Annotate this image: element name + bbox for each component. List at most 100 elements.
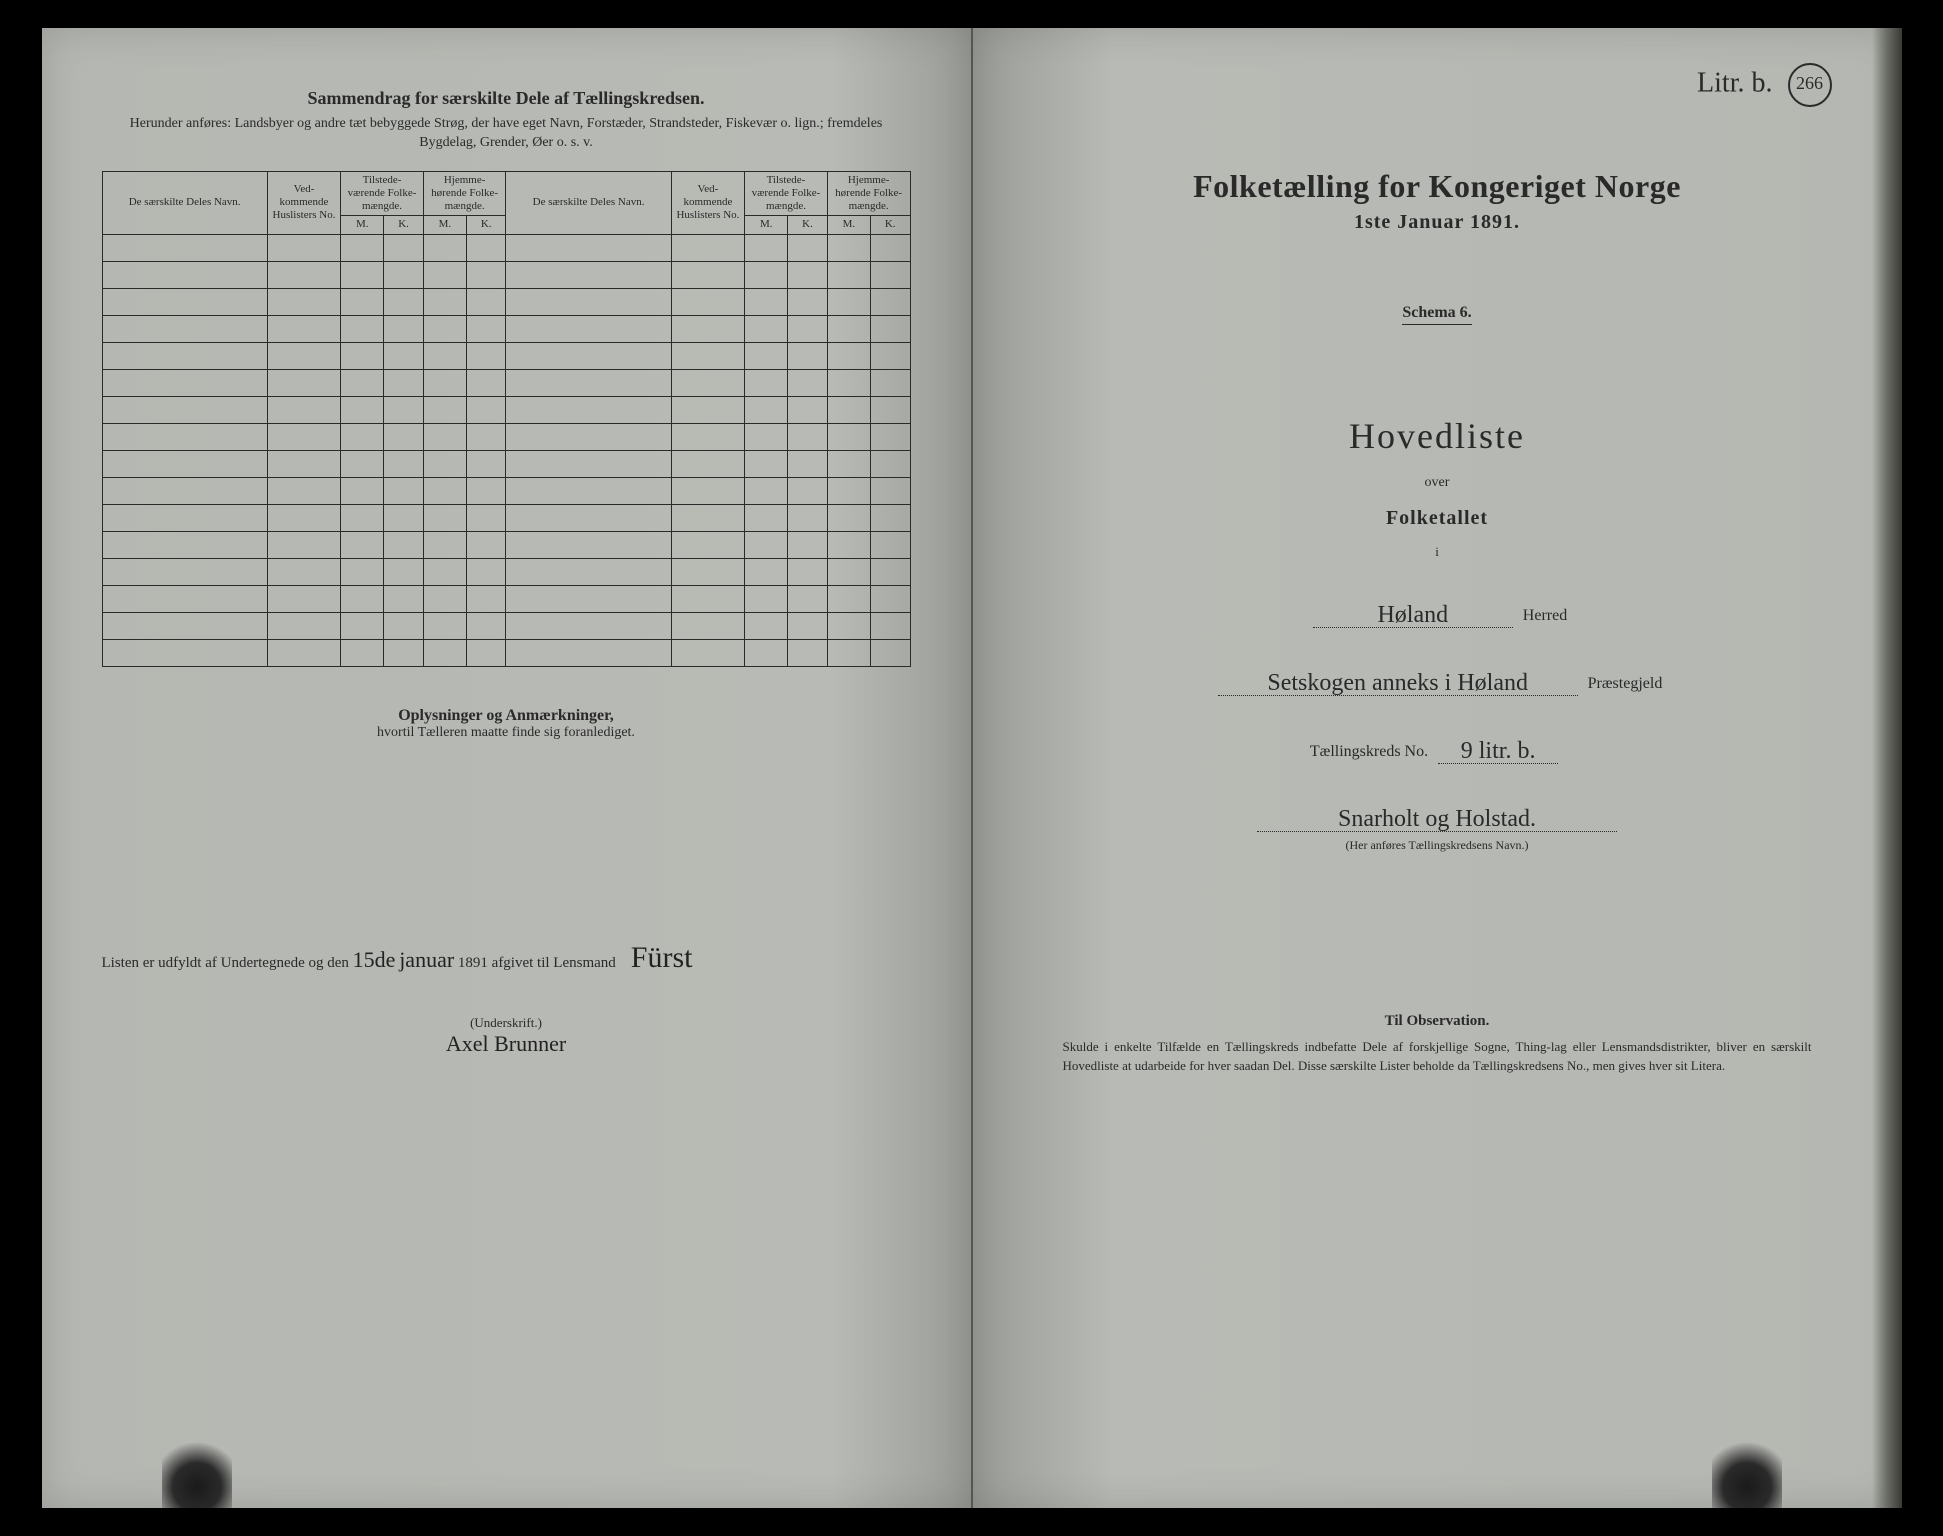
table-cell xyxy=(745,585,788,612)
table-cell xyxy=(267,234,340,261)
table-cell xyxy=(671,423,744,450)
table-row xyxy=(102,558,910,585)
table-cell xyxy=(827,423,870,450)
table-cell xyxy=(267,288,340,315)
census-title: Folketælling for Kongeriget Norge xyxy=(1033,168,1842,205)
table-cell xyxy=(745,450,788,477)
table-cell xyxy=(102,585,267,612)
census-date: 1ste Januar 1891. xyxy=(1033,211,1842,234)
col-huslist-1: Ved- kommende Huslisters No. xyxy=(267,171,340,234)
table-row xyxy=(102,315,910,342)
table-cell xyxy=(384,585,423,612)
table-cell xyxy=(671,369,744,396)
folketallet-heading: Folketallet xyxy=(1033,507,1842,530)
praestegjeld-line: Setskogen anneks i Høland Præstegjeld xyxy=(1033,668,1842,696)
sig-month: januar xyxy=(399,947,454,972)
table-cell xyxy=(745,396,788,423)
observation-title: Til Observation. xyxy=(1033,1013,1842,1030)
table-cell xyxy=(267,342,340,369)
table-cell xyxy=(102,261,267,288)
sig-day: 15de xyxy=(353,947,396,972)
col-m: M. xyxy=(745,216,788,234)
table-cell xyxy=(506,504,671,531)
observation-text: Skulde i enkelte Tilfælde en Tællingskre… xyxy=(1063,1038,1812,1076)
table-cell xyxy=(788,477,827,504)
table-row xyxy=(102,477,910,504)
table-cell xyxy=(341,234,384,261)
table-cell xyxy=(384,234,423,261)
book-spread: Sammendrag for særskilte Dele af Tælling… xyxy=(42,28,1902,1508)
table-cell xyxy=(466,261,505,288)
table-cell xyxy=(267,450,340,477)
table-cell xyxy=(788,612,827,639)
table-cell xyxy=(870,477,910,504)
binding-clip-left xyxy=(162,1438,232,1508)
table-cell xyxy=(102,612,267,639)
table-cell xyxy=(341,612,384,639)
schema-label: Schema 6. xyxy=(1402,304,1471,325)
table-cell xyxy=(267,531,340,558)
table-cell xyxy=(827,234,870,261)
table-cell xyxy=(506,585,671,612)
table-cell xyxy=(102,234,267,261)
table-row xyxy=(102,531,910,558)
col-k: K. xyxy=(384,216,423,234)
col-name-2: De særskilte Deles Navn. xyxy=(506,171,671,234)
table-cell xyxy=(423,423,466,450)
sig-name: Fürst xyxy=(631,941,693,974)
table-cell xyxy=(466,531,505,558)
table-cell xyxy=(671,477,744,504)
table-cell xyxy=(466,504,505,531)
table-cell xyxy=(506,450,671,477)
table-cell xyxy=(341,369,384,396)
table-cell xyxy=(341,531,384,558)
table-cell xyxy=(745,369,788,396)
table-cell xyxy=(267,261,340,288)
table-cell xyxy=(506,288,671,315)
table-cell xyxy=(341,639,384,666)
col-hjemme-1: Hjemme- hørende Folke- mængde. xyxy=(423,171,506,216)
table-cell xyxy=(745,531,788,558)
table-cell xyxy=(466,369,505,396)
table-cell xyxy=(671,639,744,666)
right-page: Litr. b. 266 Folketælling for Kongeriget… xyxy=(972,28,1902,1508)
table-cell xyxy=(870,315,910,342)
table-cell xyxy=(506,558,671,585)
table-cell xyxy=(827,531,870,558)
col-name-1: De særskilte Deles Navn. xyxy=(102,171,267,234)
table-cell xyxy=(102,558,267,585)
summary-title: Sammendrag for særskilte Dele af Tælling… xyxy=(102,88,911,109)
table-cell xyxy=(870,450,910,477)
table-cell xyxy=(466,342,505,369)
table-cell xyxy=(423,315,466,342)
table-cell xyxy=(384,504,423,531)
table-cell xyxy=(384,531,423,558)
table-cell xyxy=(384,396,423,423)
table-row xyxy=(102,585,910,612)
table-cell xyxy=(423,612,466,639)
table-cell xyxy=(267,639,340,666)
table-cell xyxy=(788,261,827,288)
table-cell xyxy=(745,558,788,585)
table-cell xyxy=(671,234,744,261)
table-cell xyxy=(341,315,384,342)
table-cell xyxy=(384,612,423,639)
table-cell xyxy=(671,612,744,639)
table-cell xyxy=(745,315,788,342)
table-cell xyxy=(745,639,788,666)
sig-prefix: Listen er udfyldt af Undertegnede og den xyxy=(102,955,349,971)
table-cell xyxy=(788,423,827,450)
table-cell xyxy=(827,288,870,315)
table-cell xyxy=(827,315,870,342)
table-cell xyxy=(788,639,827,666)
herred-value: Høland xyxy=(1377,602,1448,628)
table-cell xyxy=(267,423,340,450)
kreds-label: Tællingskreds No. xyxy=(1310,743,1428,760)
herred-line: Høland Herred xyxy=(1033,600,1842,628)
table-cell xyxy=(384,315,423,342)
table-cell xyxy=(506,234,671,261)
table-cell xyxy=(827,342,870,369)
table-cell xyxy=(671,261,744,288)
table-cell xyxy=(788,504,827,531)
table-cell xyxy=(267,477,340,504)
